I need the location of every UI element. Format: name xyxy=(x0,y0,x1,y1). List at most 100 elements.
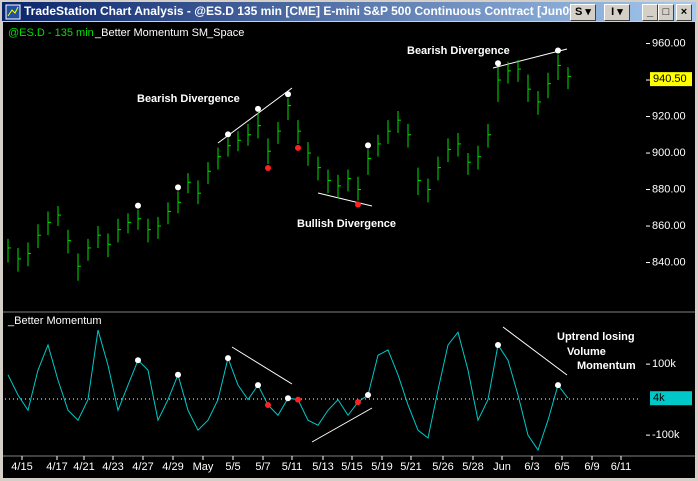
x-tick-label: 4/21 xyxy=(73,461,94,473)
divergence-marker xyxy=(175,184,181,191)
x-tick-label: 5/21 xyxy=(400,461,421,473)
window-title: TradeStation Chart Analysis - @ES.D 135 … xyxy=(24,4,580,18)
price-bar xyxy=(367,149,371,175)
divergence-marker xyxy=(365,392,371,399)
indicator-label: _Better Momentum SM xyxy=(94,27,208,39)
price-bar xyxy=(17,247,21,272)
x-tick-label: 4/29 xyxy=(162,461,183,473)
x-tick-label: Jun xyxy=(493,461,511,473)
price-bar xyxy=(417,167,421,196)
divergence-marker xyxy=(225,131,231,138)
trend-line xyxy=(311,407,373,443)
maximize-button[interactable]: □ xyxy=(658,4,674,21)
price-bar xyxy=(297,120,301,144)
x-tick-label: 4/17 xyxy=(46,461,67,473)
minimize-button[interactable]: _ xyxy=(642,4,658,21)
y-tick-label: 960.00 xyxy=(652,37,686,49)
price-bar xyxy=(267,138,271,164)
trend-line xyxy=(231,346,293,385)
chart: @ES.D - 135 min _Better Momentum SM _Spa… xyxy=(3,22,695,478)
annotation: Momentum xyxy=(577,360,636,372)
price-bar xyxy=(67,229,71,254)
price-bar xyxy=(377,134,381,157)
space-label: _Space xyxy=(206,27,244,39)
x-tick-label: 5/28 xyxy=(462,461,483,473)
y-tick-label: 900.00 xyxy=(652,147,686,159)
price-bar xyxy=(567,67,571,90)
divergence-marker xyxy=(225,355,231,362)
last-value-box xyxy=(650,391,692,406)
price-bar xyxy=(477,145,481,170)
annotation: Bearish Divergence xyxy=(407,45,510,57)
price-bar xyxy=(167,202,171,225)
price-bar xyxy=(127,213,131,234)
price-bar xyxy=(487,123,491,148)
divergence-marker xyxy=(355,399,361,406)
chart-background xyxy=(3,22,695,478)
annotation: Uptrend losing xyxy=(557,331,635,343)
divergence-marker xyxy=(135,357,141,364)
title-bar: TradeStation Chart Analysis - @ES.D 135 … xyxy=(2,2,696,21)
symbol-label: @ES.D - 135 min xyxy=(8,27,94,39)
annotation: Bullish Divergence xyxy=(297,218,396,230)
divergence-marker xyxy=(295,144,301,151)
trend-line xyxy=(502,326,568,376)
price-bar xyxy=(407,123,411,148)
divergence-marker xyxy=(135,202,141,209)
price-bar xyxy=(237,131,241,152)
y-tick-label: 860.00 xyxy=(652,220,686,232)
divergence-marker xyxy=(555,382,561,389)
y-tick-label: -100k xyxy=(652,429,680,441)
app-icon xyxy=(5,4,21,20)
i-button[interactable]: I ▾ xyxy=(604,4,630,21)
price-bar xyxy=(37,224,41,248)
price-bar xyxy=(47,211,51,236)
price-bar xyxy=(427,178,431,203)
trend-line xyxy=(492,48,568,69)
s-button[interactable]: S ▾ xyxy=(570,4,596,21)
price-bar xyxy=(57,205,61,227)
trend-line xyxy=(317,192,373,207)
price-bar xyxy=(117,218,121,243)
price-bar xyxy=(217,147,221,170)
x-tick-label: 5/13 xyxy=(312,461,333,473)
price-bar xyxy=(247,123,251,146)
divergence-marker xyxy=(555,47,561,54)
price-bar xyxy=(347,169,351,192)
price-bar xyxy=(457,132,461,157)
divergence-marker xyxy=(295,396,301,403)
x-tick-label: 4/23 xyxy=(102,461,123,473)
x-tick-label: May xyxy=(193,461,214,473)
price-bar xyxy=(77,253,81,281)
x-tick-label: 5/5 xyxy=(225,461,240,473)
price-bar xyxy=(277,122,281,144)
price-bar xyxy=(497,67,501,102)
price-bar xyxy=(337,174,341,199)
y-tick-label: 920.00 xyxy=(652,110,686,122)
divergence-marker xyxy=(285,395,291,402)
price-bar xyxy=(437,156,441,181)
last-value-label: 4k xyxy=(653,392,665,404)
close-button[interactable]: × xyxy=(676,4,692,21)
price-bar xyxy=(107,233,111,258)
price-bar xyxy=(447,138,451,163)
divergence-marker xyxy=(355,201,361,208)
divergence-marker xyxy=(255,105,261,112)
x-tick-label: 6/11 xyxy=(611,461,632,473)
price-bar xyxy=(207,162,211,185)
x-tick-label: 5/15 xyxy=(341,461,362,473)
x-tick-label: 4/15 xyxy=(11,461,32,473)
price-bar xyxy=(137,209,141,230)
x-tick-label: 6/3 xyxy=(524,461,539,473)
divergence-marker xyxy=(495,341,501,348)
x-tick-label: 5/11 xyxy=(282,461,303,473)
divergence-marker xyxy=(265,164,271,171)
x-tick-label: 5/19 xyxy=(371,461,392,473)
price-bar xyxy=(307,142,311,166)
price-bar xyxy=(97,226,101,248)
last-value-label: 940.50 xyxy=(653,73,687,85)
price-bar xyxy=(87,238,91,261)
price-bar xyxy=(287,98,291,121)
x-tick-label: 5/26 xyxy=(432,461,453,473)
